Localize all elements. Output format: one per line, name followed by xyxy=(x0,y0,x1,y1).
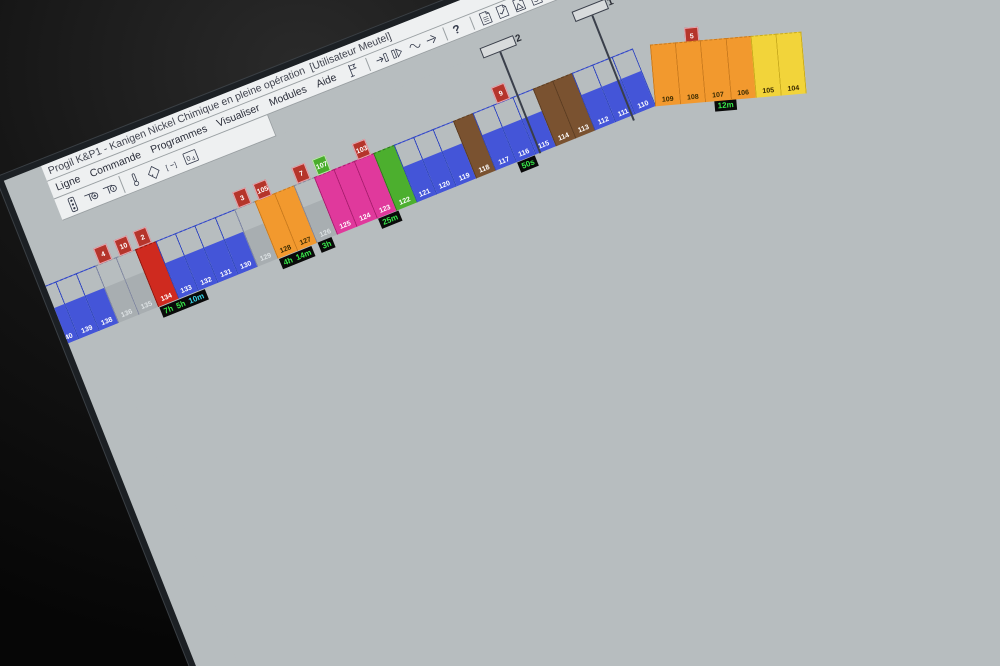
svg-text:4: 4 xyxy=(191,156,196,163)
svg-text:]: ] xyxy=(173,160,178,168)
svg-text:0: 0 xyxy=(185,154,192,163)
svg-text:[: [ xyxy=(164,164,169,172)
